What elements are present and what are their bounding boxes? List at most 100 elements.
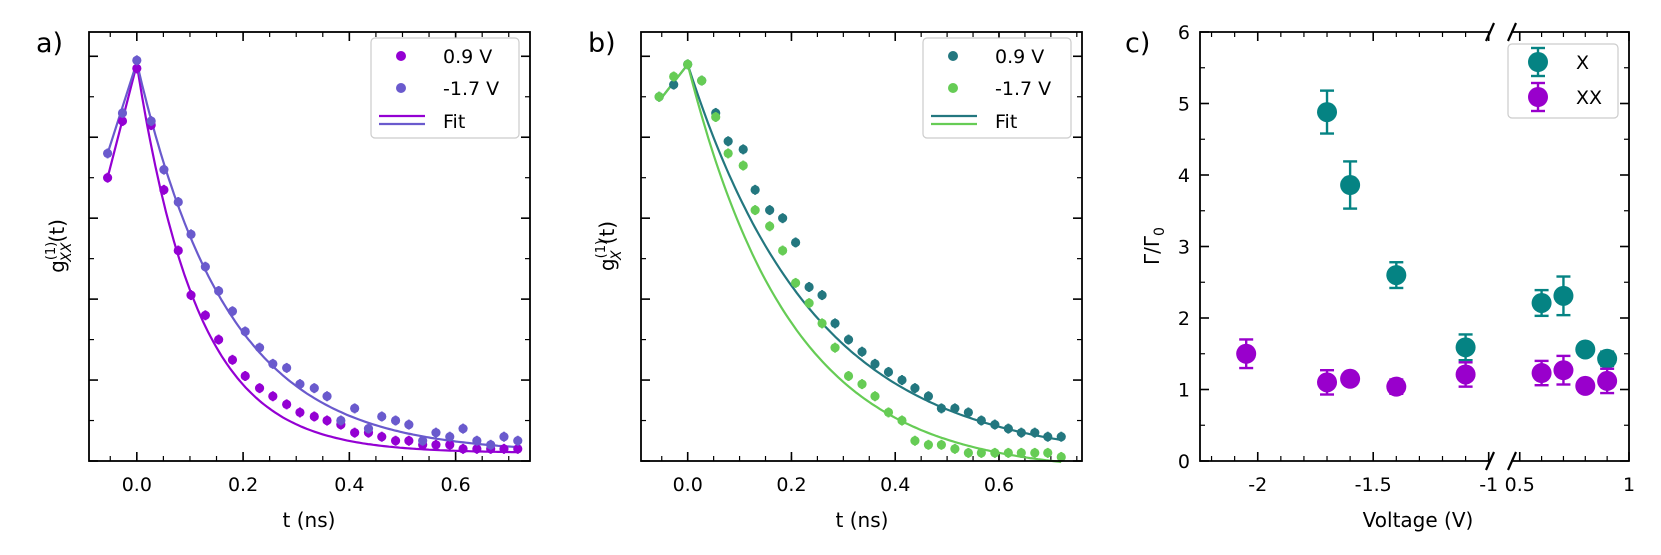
- data-point: [1597, 348, 1618, 369]
- data-point: [778, 245, 788, 256]
- data-point: [791, 237, 801, 248]
- data-point: [1030, 428, 1040, 438]
- panel-b-legend-marker-1: [948, 83, 958, 93]
- data-point: [765, 221, 775, 231]
- data-point: [669, 71, 679, 82]
- data-point: [1386, 265, 1407, 286]
- panel-a-points: [102, 55, 523, 454]
- panel-b-ylabel: g(1)X (t): [594, 221, 625, 271]
- panel-b-ylabel-tail: (t): [595, 221, 619, 244]
- data-point: [1531, 363, 1552, 384]
- data-point: [843, 371, 854, 381]
- data-point: [1455, 364, 1476, 385]
- panel-c-points: [1236, 89, 1618, 397]
- ytick-label: 4: [1178, 165, 1190, 187]
- data-point: [240, 371, 250, 381]
- data-point: [458, 424, 468, 434]
- data-point: [282, 399, 292, 409]
- data-point: [857, 347, 867, 357]
- data-point: [173, 197, 183, 207]
- data-point: [295, 407, 305, 418]
- panel-c-legend-markers: [1528, 46, 1548, 113]
- data-point: [910, 383, 920, 393]
- data-point: [1340, 175, 1361, 196]
- ytick-label: 1: [1178, 380, 1190, 402]
- data-point: [804, 282, 814, 292]
- data-point: [499, 444, 509, 454]
- data-point: [322, 415, 332, 426]
- data-point: [377, 432, 387, 442]
- data-point: [1236, 343, 1257, 364]
- data-point: [173, 245, 183, 256]
- data-point: [1030, 448, 1040, 458]
- data-point: [295, 379, 305, 389]
- panel-b-ylabel-sup: (1): [594, 240, 609, 258]
- data-point: [102, 148, 113, 159]
- data-point: [336, 415, 346, 426]
- data-point: [950, 403, 960, 413]
- data-point: [963, 407, 973, 418]
- panel-c-ylabel-base: Γ/Γ: [1140, 235, 1164, 265]
- panel-b: b) 0.0 0.2 0.4 0.6 t (ns) g(1)X (t) 0.9 V -1…: [588, 28, 1083, 532]
- data-point: [146, 116, 156, 126]
- xtick-label: 0.4: [880, 474, 910, 496]
- data-point: [791, 278, 801, 288]
- xtick-label: -2: [1248, 474, 1267, 496]
- data-point: [897, 375, 907, 385]
- data-point: [282, 363, 292, 373]
- data-point: [936, 403, 946, 413]
- xtick-label: 0.0: [122, 474, 152, 496]
- xtick-label: 0.6: [441, 474, 471, 496]
- panel-c-letter: c): [1125, 28, 1150, 59]
- data-point: [804, 298, 814, 308]
- data-point: [1553, 360, 1574, 381]
- panel-c-frame-right: [1511, 31, 1630, 462]
- panel-b-points: [654, 59, 1066, 462]
- data-point: [268, 391, 278, 401]
- data-point: [1455, 337, 1476, 358]
- data-point: [132, 63, 142, 74]
- data-point: [870, 391, 880, 401]
- panel-a-ylabel-tail: (t): [45, 219, 69, 242]
- data-point: [1317, 372, 1338, 393]
- ytick-label: 5: [1178, 94, 1190, 116]
- panel-a-legend-marker-0: [396, 51, 406, 61]
- panel-b-legend-label-0: 0.9 V: [995, 46, 1044, 68]
- data-point: [513, 436, 523, 446]
- panel-c-break-mark-bottom-left: [1484, 451, 1496, 471]
- panel-c-frame-left: [1199, 31, 1491, 462]
- data-point: [843, 334, 854, 345]
- data-point: [363, 424, 374, 434]
- data-point: [830, 343, 840, 353]
- data-point: [723, 148, 733, 159]
- data-point: [1056, 432, 1066, 442]
- data-point: [227, 355, 238, 365]
- panel-a-xlabel: t (ns): [283, 508, 336, 532]
- panel-a-ylabel-base: g: [45, 260, 69, 273]
- data-point: [227, 306, 238, 316]
- xtick-label: 0.6: [984, 474, 1014, 496]
- panel-a-legend-fit-label: Fit: [443, 111, 465, 133]
- panel-b-legend-box: [922, 37, 1072, 139]
- data-point: [200, 310, 210, 320]
- data-point: [976, 448, 986, 458]
- panel-c-xtick-labels: -2 -1.5 -1 0.5 1: [1248, 474, 1635, 496]
- panel-a-ylabel: g(1)XX(t): [44, 219, 75, 273]
- legend-marker: [1528, 87, 1548, 107]
- svg-text:g(1)XX(t): g(1)XX(t): [44, 219, 75, 273]
- data-point: [1016, 448, 1026, 458]
- xtick-label: 0.2: [228, 474, 258, 496]
- panel-c-break-mark-bottom-right: [1506, 451, 1518, 471]
- panel-b-legend-fit-label: Fit: [995, 111, 1017, 133]
- data-point: [883, 367, 894, 377]
- data-point: [445, 440, 455, 450]
- ytick-label: 6: [1178, 22, 1190, 44]
- data-point: [857, 379, 867, 389]
- xtick-label: 0.5: [1505, 474, 1535, 496]
- data-point: [254, 383, 265, 393]
- data-point: [390, 436, 401, 446]
- data-point: [963, 448, 973, 458]
- panel-c-ytick-labels: 0 1 2 3 4 5 6: [1178, 22, 1190, 473]
- data-point: [711, 112, 721, 122]
